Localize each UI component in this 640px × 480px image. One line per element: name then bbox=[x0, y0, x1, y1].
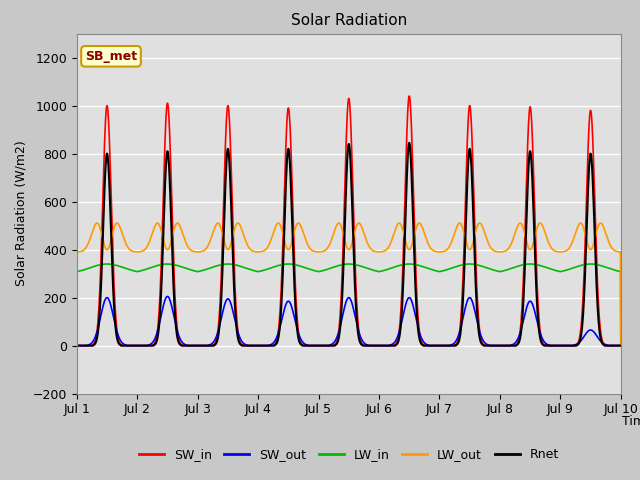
SW_out bbox=[164, 293, 172, 300]
Title: Solar Radiation: Solar Radiation bbox=[291, 13, 407, 28]
Line: LW_in: LW_in bbox=[77, 264, 621, 346]
SW_in bbox=[617, 343, 625, 348]
SW_in bbox=[486, 343, 493, 348]
LW_out bbox=[616, 249, 623, 255]
Rnet bbox=[486, 343, 493, 348]
LW_out bbox=[617, 343, 625, 348]
SW_in bbox=[73, 343, 81, 348]
Line: SW_in: SW_in bbox=[77, 96, 621, 346]
LW_in bbox=[617, 343, 625, 348]
LW_out bbox=[93, 220, 101, 226]
LW_out bbox=[478, 223, 486, 228]
SW_in bbox=[408, 149, 416, 155]
LW_in bbox=[513, 264, 520, 270]
Rnet bbox=[616, 343, 623, 348]
SW_out bbox=[513, 339, 520, 345]
SW_in bbox=[478, 339, 486, 345]
SW_in bbox=[491, 343, 499, 348]
Legend: SW_in, SW_out, LW_in, LW_out, Rnet: SW_in, SW_out, LW_in, LW_out, Rnet bbox=[134, 443, 564, 466]
Rnet bbox=[478, 341, 486, 347]
SW_out bbox=[491, 343, 499, 348]
SW_out bbox=[617, 343, 625, 348]
SW_out bbox=[408, 300, 416, 306]
Rnet bbox=[408, 192, 416, 198]
LW_in bbox=[617, 343, 625, 348]
LW_in bbox=[616, 268, 623, 274]
LW_out bbox=[408, 241, 416, 247]
Rnet bbox=[73, 343, 81, 348]
Text: SB_met: SB_met bbox=[85, 50, 137, 63]
LW_in bbox=[103, 261, 111, 267]
LW_in bbox=[408, 261, 416, 267]
SW_in bbox=[405, 93, 413, 99]
LW_in bbox=[486, 266, 493, 272]
Y-axis label: Solar Radiation (W/m2): Solar Radiation (W/m2) bbox=[14, 141, 27, 287]
X-axis label: Time: Time bbox=[621, 415, 640, 428]
LW_in bbox=[478, 264, 486, 269]
SW_out bbox=[73, 343, 81, 348]
Line: SW_out: SW_out bbox=[77, 296, 621, 346]
LW_out bbox=[73, 249, 81, 255]
Line: LW_out: LW_out bbox=[77, 223, 621, 346]
SW_out bbox=[616, 343, 623, 348]
LW_in bbox=[73, 269, 81, 275]
LW_in bbox=[491, 267, 499, 273]
LW_out bbox=[491, 248, 499, 254]
SW_in bbox=[616, 343, 623, 348]
Rnet bbox=[405, 140, 413, 145]
SW_out bbox=[486, 343, 493, 348]
LW_out bbox=[513, 227, 520, 232]
Rnet bbox=[513, 343, 520, 348]
SW_in bbox=[513, 342, 520, 348]
Rnet bbox=[617, 343, 625, 348]
SW_out bbox=[478, 336, 486, 341]
LW_out bbox=[486, 243, 493, 249]
Rnet bbox=[491, 343, 499, 348]
LW_out bbox=[617, 343, 625, 348]
Line: Rnet: Rnet bbox=[77, 143, 621, 346]
